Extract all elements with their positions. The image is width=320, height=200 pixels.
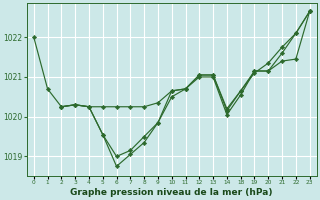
X-axis label: Graphe pression niveau de la mer (hPa): Graphe pression niveau de la mer (hPa)	[70, 188, 273, 197]
